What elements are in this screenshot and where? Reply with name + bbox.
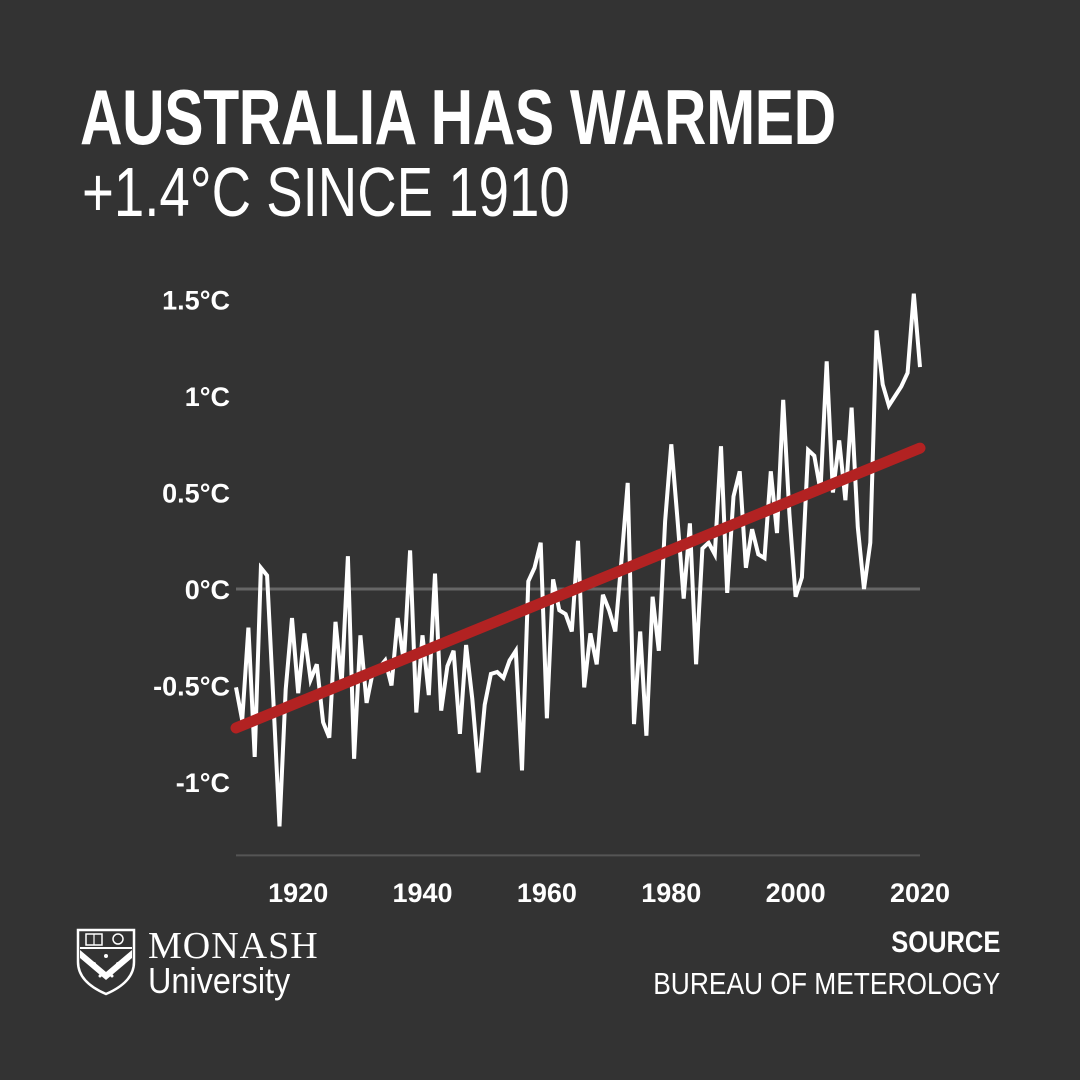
x-tick-label: 1980 xyxy=(641,878,701,908)
chart-title: AUSTRALIA HAS WARMED xyxy=(80,73,836,161)
trend-line xyxy=(230,442,926,734)
y-tick-label: 1.5°C xyxy=(162,286,230,316)
y-tick-label: 0°C xyxy=(185,575,230,605)
monash-crest-icon xyxy=(76,928,136,996)
x-tick-label: 2000 xyxy=(766,878,826,908)
y-tick-label: 1°C xyxy=(185,382,230,412)
y-tick-label: -1°C xyxy=(176,768,230,798)
chart-subtitle: +1.4°C SINCE 1910 xyxy=(82,153,570,231)
y-tick-label: 0.5°C xyxy=(162,479,230,509)
logo-name-line2: University xyxy=(148,960,291,1001)
x-tick-label: 1960 xyxy=(517,878,577,908)
y-tick-label: -0.5°C xyxy=(153,672,230,702)
x-tick-label: 1940 xyxy=(393,878,453,908)
x-tick-label: 2020 xyxy=(890,878,950,908)
logo-name-line1: MONASH xyxy=(148,925,319,967)
source-value: BUREAU OF METEROLOGY xyxy=(653,966,1000,1001)
x-tick-label: 1920 xyxy=(268,878,328,908)
source-label: SOURCE xyxy=(890,926,1000,959)
anomaly-series-line xyxy=(234,293,922,827)
